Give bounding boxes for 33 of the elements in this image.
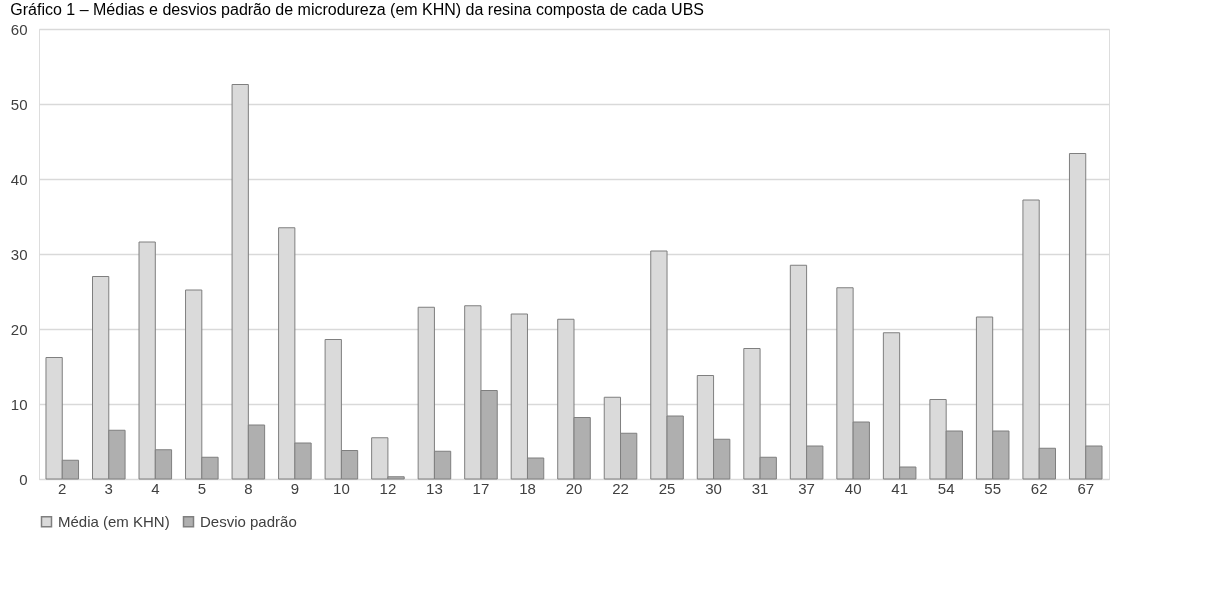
x-tick-label: 8	[244, 479, 253, 497]
chart-title: Gráfico 1 – Médias e desvios padrão de microdureza (em KHN) da resina composta de cada UBS	[10, 1, 704, 18]
y-tick-label: 40	[10, 170, 28, 188]
y-tick-label: 50	[10, 95, 28, 113]
x-tick-label: 2	[58, 479, 67, 497]
legend-label: Desvio padrão	[200, 512, 297, 530]
x-tick-label: 10	[333, 479, 350, 497]
y-tick-label: 10	[10, 395, 28, 413]
x-tick-label: 30	[705, 479, 722, 497]
x-tick-label: 5	[197, 479, 206, 497]
x-tick-label: 17	[472, 479, 490, 497]
legend-label: Média (em KHN)	[58, 512, 170, 530]
x-tick-label: 22	[612, 479, 629, 497]
y-tick-label: 30	[10, 245, 28, 263]
x-tick-label: 55	[984, 479, 1002, 497]
x-tick-label: 37	[798, 479, 815, 497]
x-tick-label: 4	[151, 479, 160, 497]
x-tick-label: 9	[290, 479, 300, 497]
x-tick-label: 40	[844, 479, 862, 497]
x-tick-label: 31	[751, 479, 769, 497]
x-tick-label: 18	[519, 479, 536, 497]
x-tick-label: 62	[1030, 479, 1048, 497]
y-tick-label: 60	[10, 20, 28, 38]
x-tick-label: 25	[658, 479, 676, 497]
x-tick-label: 41	[891, 479, 908, 497]
y-tick-label: 0	[19, 470, 28, 488]
x-tick-label: 67	[1077, 479, 1095, 497]
x-tick-label: 20	[565, 479, 583, 497]
y-tick-label: 20	[10, 320, 28, 338]
x-tick-label: 3	[104, 479, 113, 497]
x-tick-label: 13	[426, 479, 443, 497]
x-tick-label: 12	[379, 479, 397, 497]
x-tick-label: 54	[937, 479, 955, 497]
